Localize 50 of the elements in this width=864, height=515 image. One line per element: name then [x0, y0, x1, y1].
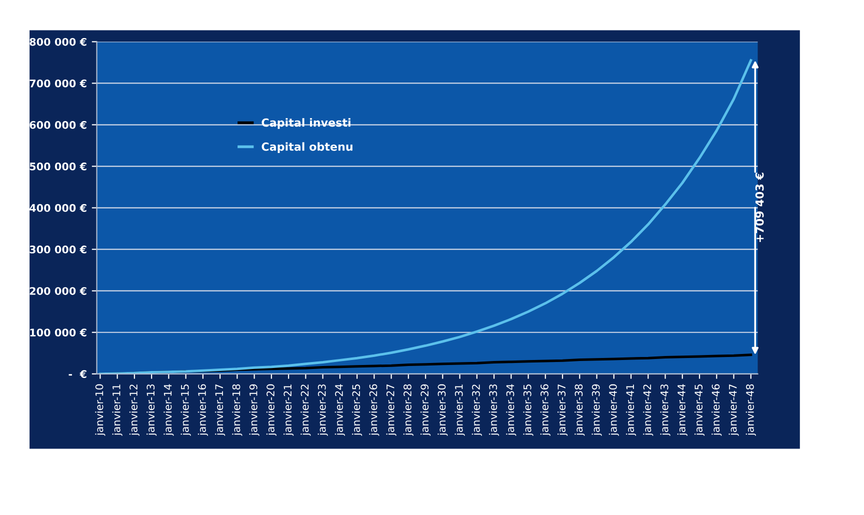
x-tick-label: janvier-21 [284, 384, 294, 436]
x-tick-label: janvier-20 [266, 384, 276, 436]
x-tick-label: janvier-33 [488, 384, 500, 436]
x-tick-label: janvier-23 [318, 384, 328, 436]
x-tick-label: janvier-35 [523, 384, 534, 436]
x-tick-label: janvier-14 [164, 384, 174, 436]
x-tick-label: janvier-36 [540, 384, 550, 436]
x-tick-label: janvier-13 [146, 384, 157, 436]
y-tick-label: 400 000 € [30, 204, 86, 212]
y-tick-label: - € [68, 370, 86, 378]
y-tick-label: 300 000 € [30, 246, 86, 254]
x-tick-label: janvier-26 [369, 384, 380, 436]
x-tick-label: janvier-15 [180, 384, 191, 436]
x-tick-label: janvier-17 [215, 384, 226, 436]
x-tick-label: janvier-22 [300, 384, 311, 436]
x-tick-label: janvier-19 [249, 384, 260, 436]
x-tick-label: janvier-45 [694, 384, 705, 436]
x-tick-label: janvier-28 [403, 384, 414, 436]
y-tick-label: 100 000 € [30, 328, 86, 336]
x-tick-label: janvier-11 [112, 384, 122, 436]
x-tick-label: janvier-32 [472, 384, 482, 436]
x-tick-label: janvier-44 [677, 384, 688, 436]
x-tick-label: janvier-40 [608, 384, 619, 436]
x-tick-label: janvier-42 [643, 384, 654, 436]
x-tick-label: janvier-12 [129, 384, 140, 436]
x-tick-label: janvier-25 [352, 384, 362, 436]
x-tick-label: janvier-41 [626, 384, 636, 436]
legend-label: Capital obtenu [262, 142, 352, 153]
x-tick-label: janvier-24 [334, 384, 345, 436]
x-tick-label: janvier-34 [506, 384, 516, 436]
y-tick-label: 800 000 € [30, 38, 86, 46]
x-tick-label: janvier-18 [232, 384, 242, 436]
x-tick-label: janvier-47 [728, 384, 739, 436]
x-tick-label: janvier-37 [557, 384, 568, 436]
y-tick-label: 500 000 € [30, 162, 86, 170]
x-tick-label: janvier-16 [198, 384, 208, 436]
x-tick-label: janvier-46 [712, 384, 722, 436]
x-tick-label: janvier-10 [95, 384, 106, 436]
x-tick-label: janvier-48 [746, 384, 756, 436]
y-tick-label: 700 000 € [30, 79, 86, 88]
y-tick-label: 200 000 € [30, 287, 86, 295]
x-tick-label: janvier-43 [660, 384, 670, 436]
y-tick-label: 600 000 € [30, 120, 86, 129]
x-tick-label: janvier-31 [454, 384, 465, 436]
x-tick-label: janvier-39 [592, 384, 602, 436]
x-tick-label: janvier-29 [420, 384, 431, 436]
x-tick-label: janvier-30 [438, 384, 448, 436]
x-tick-label: janvier-38 [574, 384, 585, 436]
line-series [98, 59, 752, 374]
x-tick-label: janvier-27 [386, 384, 396, 436]
